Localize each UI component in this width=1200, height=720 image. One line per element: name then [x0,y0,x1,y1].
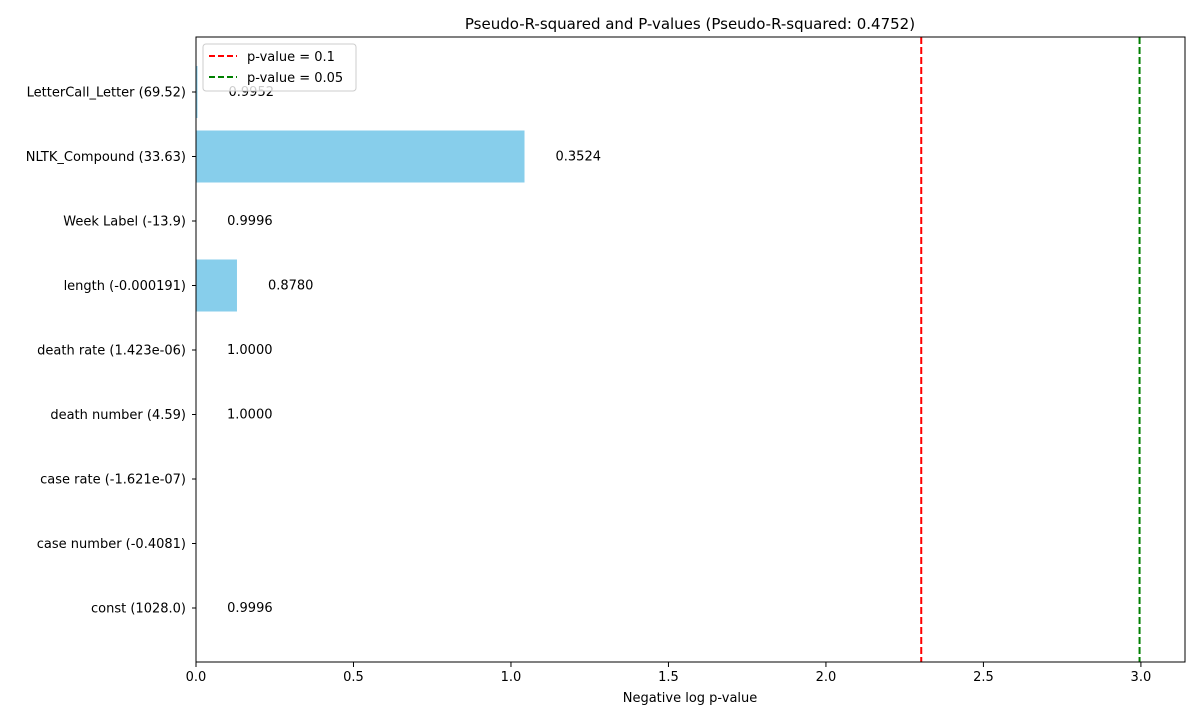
y-tick-label: NLTK_Compound (33.63) [26,150,186,165]
y-tick-label: const (1028.0) [91,602,186,617]
y-tick-label: death number (4.59) [50,408,186,423]
data-label: 0.3524 [556,150,602,165]
y-tick-label: case number (-0.4081) [37,537,186,552]
y-tick-label: length (-0.000191) [64,279,186,294]
y-tick-label: death rate (1.423e-06) [37,344,186,359]
legend-entry: p-value = 0.05 [247,71,343,86]
bar [196,66,198,118]
x-tick-label: 3.0 [1131,670,1152,685]
data-label: 1.0000 [227,343,273,358]
x-tick-label: 2.0 [816,670,837,685]
data-label: 0.9996 [227,214,272,229]
x-axis-label: Negative log p-value [623,691,758,706]
legend-box [202,43,357,92]
y-tick-label: case rate (-1.621e-07) [40,473,186,488]
plot-area: LetterCall_Letter (69.52) 0.9952NLTK_Comp… [26,36,1186,685]
y-tick-label: LetterCall_Letter (69.52) [27,86,186,101]
x-tick-label: 2.5 [973,670,994,685]
data-label: 1.0000 [227,408,273,423]
bar [196,130,525,183]
legend-entry: p-value = 0.1 [247,50,335,65]
chart-title: Pseudo-R-squared and P-values (Pseudo-R-… [465,15,915,33]
data-label: 0.9996 [227,601,272,616]
y-tick-label: Week Label (-13.9) [63,215,186,230]
x-tick-label: 0.0 [186,670,207,685]
x-tick-label: 1.0 [501,670,522,685]
x-tick-label: 1.5 [658,670,679,685]
bar [196,259,237,312]
data-label: 0.8780 [268,279,314,294]
plot-frame [195,36,1186,663]
x-tick-label: 0.5 [343,670,364,685]
